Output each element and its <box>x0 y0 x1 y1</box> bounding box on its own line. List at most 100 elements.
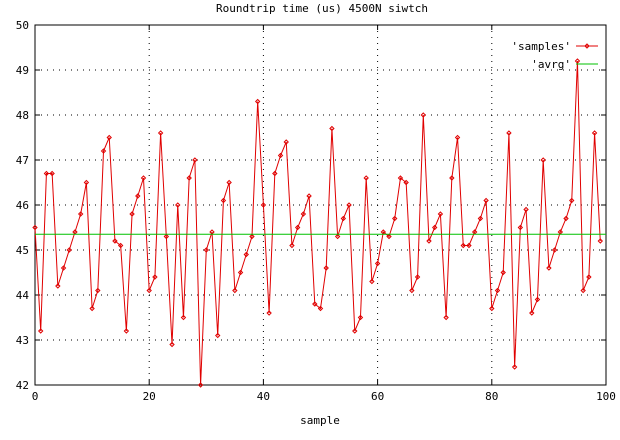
grid-layer <box>35 25 606 385</box>
data-point <box>352 328 358 334</box>
chart-title: Roundtrip time (us) 4500N siwtch <box>216 2 428 15</box>
data-point <box>500 269 506 276</box>
data-point <box>38 328 44 334</box>
data-point <box>152 274 158 280</box>
y-tick-label: 50 <box>16 19 29 32</box>
y-tick-label: 48 <box>16 109 29 122</box>
data-point <box>437 211 444 217</box>
data-point <box>392 215 398 222</box>
legend-label: 'avrg' <box>531 58 571 71</box>
data-point <box>232 287 238 294</box>
data-point <box>140 175 147 181</box>
data-point <box>294 224 301 231</box>
data-point <box>175 202 181 208</box>
data-point <box>186 175 192 181</box>
y-tick-label: 42 <box>16 379 29 392</box>
data-point <box>106 134 112 141</box>
data-point <box>49 170 55 177</box>
data-point <box>369 278 375 285</box>
data-point <box>312 301 318 307</box>
data-point <box>506 130 512 136</box>
series-line-0 <box>34 60 601 386</box>
data-point <box>266 310 272 316</box>
data-point <box>449 175 455 181</box>
data-point <box>123 328 130 334</box>
legend-marker <box>584 43 590 49</box>
data-point <box>586 274 592 280</box>
data-point <box>431 224 438 231</box>
data-point <box>112 238 118 244</box>
data-point <box>180 314 187 321</box>
data-point <box>363 175 369 181</box>
x-tick-label: 40 <box>257 390 270 403</box>
legend-label: 'samples' <box>511 40 571 53</box>
y-tick-label: 49 <box>16 64 29 77</box>
x-tick-label: 100 <box>596 390 616 403</box>
data-point <box>83 179 90 186</box>
data-point <box>454 134 461 141</box>
data-point <box>89 305 95 312</box>
data-point <box>540 157 546 163</box>
data-point <box>60 265 67 271</box>
x-tick-label: 20 <box>143 390 156 403</box>
series-layer <box>32 58 606 388</box>
data-point <box>129 211 135 217</box>
data-point <box>597 238 603 244</box>
data-point <box>409 287 415 294</box>
data-point <box>55 283 61 289</box>
x-axis-label: sample <box>300 414 340 427</box>
data-point <box>260 202 267 208</box>
data-point <box>334 233 341 240</box>
data-point <box>460 242 466 249</box>
data-point <box>563 215 569 222</box>
data-point <box>283 139 289 145</box>
y-tick-label: 45 <box>16 244 29 257</box>
y-tick-label: 46 <box>16 199 29 212</box>
data-point <box>117 242 124 249</box>
data-point <box>517 224 524 231</box>
legend: 'samples' 'avrg' <box>511 40 598 71</box>
data-point <box>95 287 101 294</box>
data-point <box>414 274 421 280</box>
data-point <box>591 130 598 136</box>
data-point <box>249 233 255 240</box>
data-point <box>477 215 484 222</box>
data-point <box>306 193 312 199</box>
data-point <box>397 175 404 181</box>
data-point <box>340 215 347 222</box>
data-point <box>357 314 364 321</box>
data-point <box>146 287 152 294</box>
data-point <box>323 265 329 271</box>
axis-layer: 42 43 44 45 46 47 48 49 50 0 20 40 60 80 100 <box>16 19 616 403</box>
data-point <box>534 296 541 303</box>
data-point <box>483 197 489 204</box>
data-point <box>220 197 227 204</box>
y-tick-label: 44 <box>16 289 30 302</box>
data-point <box>254 98 261 105</box>
data-point <box>346 202 352 208</box>
data-point <box>203 247 210 253</box>
data-point <box>403 179 409 186</box>
x-tick-label: 60 <box>371 390 384 403</box>
data-point <box>300 211 307 217</box>
y-tick-label: 47 <box>16 154 29 167</box>
data-point <box>569 197 575 204</box>
data-point <box>215 332 221 339</box>
data-point <box>546 265 552 271</box>
data-point <box>163 233 170 240</box>
data-point <box>317 305 324 312</box>
data-point <box>529 310 535 316</box>
y-tick-label: 43 <box>16 334 29 347</box>
data-point <box>66 247 72 253</box>
data-point <box>443 314 449 321</box>
x-tick-label: 0 <box>32 390 39 403</box>
data-point <box>523 206 529 213</box>
data-point <box>169 341 175 348</box>
data-point <box>574 58 581 64</box>
data-point <box>426 238 432 244</box>
data-point <box>43 170 50 177</box>
data-point <box>32 224 38 231</box>
data-point <box>289 242 295 249</box>
data-point <box>77 211 84 217</box>
data-point <box>489 305 495 312</box>
